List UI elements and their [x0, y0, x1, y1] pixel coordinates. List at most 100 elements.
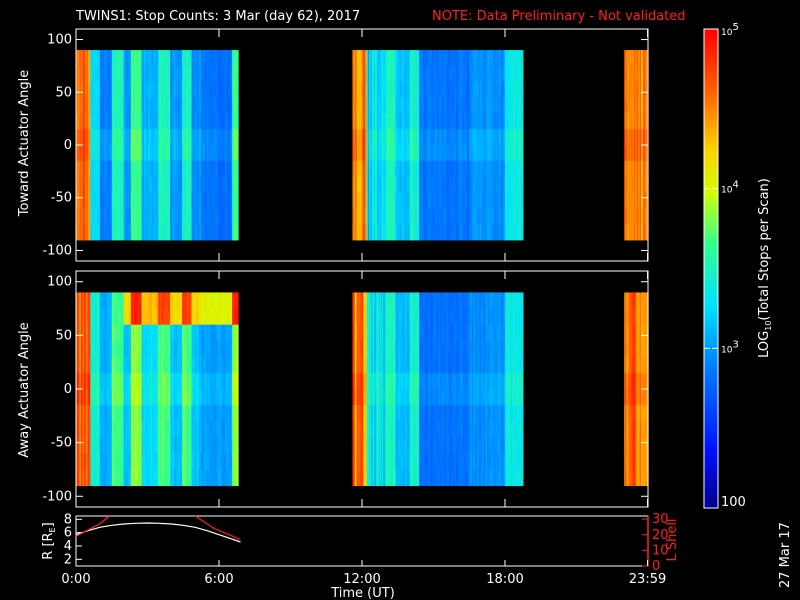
heatmap-cell — [133, 389, 135, 406]
heatmap-cell — [477, 81, 480, 99]
heatmap-cell — [79, 97, 82, 114]
heatmap-cell — [177, 50, 180, 67]
heatmap-cell — [91, 324, 94, 342]
heatmap-cell — [438, 224, 441, 241]
heatmap-cell — [83, 224, 85, 241]
ytick-label: 0 — [64, 138, 72, 153]
heatmap-cell — [205, 65, 208, 83]
heatmap-cell — [102, 176, 105, 193]
heatmap-cell — [157, 50, 159, 67]
heatmap-cell — [198, 340, 201, 358]
heatmap-cell — [179, 389, 182, 406]
heatmap-cell — [433, 81, 436, 99]
heatmap-cell — [389, 97, 392, 114]
heatmap-cell — [462, 65, 464, 83]
heatmap-cell — [188, 308, 190, 326]
heatmap-cell — [497, 160, 500, 178]
heatmap-cell — [80, 437, 83, 454]
heatmap-cell — [401, 113, 404, 130]
heatmap-cell — [381, 129, 383, 146]
heatmap-cell — [191, 224, 194, 241]
heatmap-cell — [370, 81, 373, 99]
heatmap-cell — [367, 113, 370, 130]
heatmap-cell — [366, 145, 369, 162]
heatmap-cell — [99, 129, 102, 146]
heatmap-cell — [463, 113, 466, 130]
heatmap-cell — [188, 469, 190, 487]
heatmap-cell — [98, 129, 101, 146]
heatmap-cell — [431, 224, 433, 241]
heatmap-cell — [177, 453, 180, 470]
heatmap-cell — [80, 405, 83, 422]
heatmap-cell — [382, 97, 385, 114]
heatmap-cell — [137, 145, 140, 162]
heatmap-cell — [638, 65, 641, 83]
heatmap-cell — [172, 453, 175, 470]
heatmap-cell — [90, 65, 93, 83]
heatmap-cell — [634, 129, 637, 146]
heatmap-cell — [516, 192, 519, 209]
heatmap-cell — [625, 81, 628, 99]
heatmap-cell — [180, 160, 183, 178]
heatmap-cell — [366, 65, 369, 83]
heatmap-cell — [171, 292, 174, 310]
heatmap-cell — [178, 50, 181, 67]
heatmap-cell — [463, 176, 466, 193]
heatmap-cell — [432, 224, 435, 241]
heatmap-cell — [189, 81, 191, 99]
heatmap-cell — [105, 113, 108, 130]
heatmap-cell — [488, 113, 491, 130]
heatmap-cell — [95, 129, 97, 146]
heatmap-cell — [519, 224, 522, 241]
heatmap-cell — [397, 160, 400, 178]
heatmap-cell — [472, 50, 475, 67]
heatmap-cell — [148, 145, 151, 162]
heatmap-cell — [456, 192, 458, 209]
heatmap-cell — [407, 65, 410, 83]
heatmap-cell — [189, 145, 191, 162]
heatmap-cell — [177, 81, 180, 99]
heatmap-cell — [457, 192, 460, 209]
heatmap-cell — [403, 50, 406, 67]
heatmap-cell — [499, 81, 501, 99]
heatmap-cell — [365, 81, 368, 99]
heatmap-cell — [192, 50, 195, 67]
heatmap-cell — [124, 340, 127, 358]
heatmap-cell — [152, 356, 155, 374]
heatmap-cell — [631, 65, 634, 83]
heatmap-cell — [98, 389, 101, 406]
heatmap-cell — [385, 208, 388, 225]
heatmap-cell — [117, 340, 120, 358]
heatmap-cell — [139, 324, 141, 342]
heatmap-cell — [224, 50, 227, 67]
heatmap-cell — [202, 224, 205, 241]
heatmap-cell — [173, 97, 176, 114]
heatmap-cell — [123, 437, 126, 454]
heatmap-cell — [173, 176, 176, 193]
heatmap-cell — [78, 469, 81, 487]
heatmap-cell — [210, 324, 213, 342]
heatmap-cell — [429, 192, 432, 209]
heatmap-cell — [177, 145, 180, 162]
heatmap-cell — [86, 356, 89, 374]
heatmap-cell — [165, 437, 168, 454]
heatmap-cell — [103, 192, 106, 209]
heatmap-cell — [134, 145, 137, 162]
heatmap-cell — [176, 356, 178, 374]
heatmap-cell — [142, 176, 145, 193]
heatmap-cell — [141, 176, 144, 193]
heatmap-cell — [466, 208, 469, 225]
heatmap-cell — [76, 308, 78, 326]
heatmap-cell — [151, 97, 153, 114]
heatmap-cell — [84, 421, 87, 438]
heatmap-cell — [185, 469, 188, 487]
heatmap-cell — [185, 113, 188, 130]
heatmap-cell — [201, 208, 203, 225]
heatmap-cell — [95, 192, 97, 209]
heatmap-cell — [139, 50, 141, 67]
heatmap-cell — [210, 453, 213, 470]
heatmap-cell — [79, 81, 82, 99]
heatmap-cell — [98, 292, 101, 310]
heatmap-cell — [466, 113, 469, 130]
heatmap-cell — [420, 224, 423, 241]
